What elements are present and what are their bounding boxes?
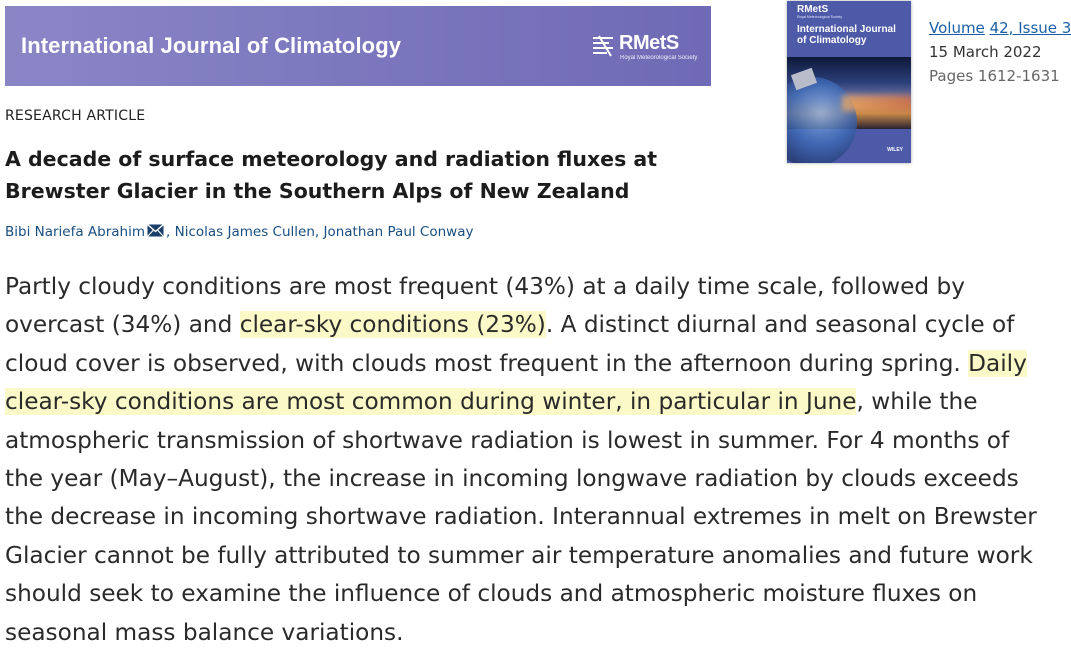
author-separator: , (166, 224, 175, 240)
cover-artwork (787, 57, 911, 163)
abstract-line: seasonal mass balance variations. (5, 618, 404, 646)
abstract-line: the year (May–August), the increase in i… (5, 464, 1019, 492)
highlighted-text: Daily (968, 349, 1027, 377)
abstract-line: the decrease in incoming shortwave radia… (5, 503, 1037, 531)
author-link-1[interactable]: Bibi Nariefa Abrahim (5, 224, 146, 240)
issue-date: 15 March 2022 (929, 43, 1042, 61)
cover-logo-text: RMetS (797, 4, 829, 15)
author-link-2[interactable]: Nicolas James Cullen (174, 224, 315, 240)
abstract-text: Partly cloudy conditions are most freque… (5, 268, 1067, 652)
author-separator: , (314, 224, 324, 240)
article-title-line-1: A decade of surface meteorology and radi… (5, 147, 658, 171)
abstract-line: cloud cover is observed, with clouds mos… (5, 345, 1067, 383)
journal-title[interactable]: International Journal of Climatology (21, 33, 402, 58)
abstract-fragment: cloud cover is observed, with clouds mos… (5, 349, 969, 377)
earth-graphic (787, 77, 857, 163)
envelope-icon[interactable] (147, 224, 164, 237)
article-title: A decade of surface meteorology and radi… (5, 143, 765, 207)
abstract-line: Glacier cannot be fully attributed to su… (5, 541, 1033, 569)
cover-title: International Journal of Climatology (797, 24, 896, 46)
abstract-fragment: . A distinct diurnal and seasonal cycle … (545, 311, 1015, 339)
abstract-line: overcast (34%) and clear-sky conditions … (5, 306, 1067, 344)
abstract-fragment: overcast (34%) and (5, 311, 240, 339)
issue-link[interactable]: 42, Issue 3 (989, 19, 1071, 37)
article-type: RESEARCH ARTICLE (5, 108, 146, 124)
volume-issue-line: Volume 42, Issue 3 (929, 16, 1071, 40)
rmets-logo-icon (593, 35, 613, 57)
abstract-fragment: , while the (856, 388, 978, 416)
rmets-logo[interactable]: RMetS Royal Meteorological Society (591, 32, 701, 66)
highlighted-text: clear-sky conditions (23%) (239, 311, 546, 339)
journal-banner[interactable]: International Journal of Climatology RMe… (5, 6, 711, 86)
rmets-logo-text: RMetS (619, 32, 679, 54)
rmets-logo-subtext: Royal Meteorological Society (620, 55, 698, 61)
highlighted-text: clear-sky conditions are most common dur… (5, 388, 857, 416)
abstract-line: should seek to examine the influence of … (5, 580, 978, 608)
journal-cover-image[interactable]: RMetS Royal Meteorological Society Inter… (787, 1, 911, 163)
cover-publisher: WILEY (887, 147, 903, 153)
issue-info: Volume 42, Issue 3 15 March 2022 Pages 1… (929, 16, 1071, 88)
abstract-line: atmospheric transmission of shortwave ra… (5, 426, 1010, 454)
sunset-glow-graphic (842, 95, 911, 111)
author-link-3[interactable]: Jonathan Paul Conway (323, 224, 474, 240)
abstract-line: clear-sky conditions are most common dur… (5, 383, 1067, 421)
volume-link[interactable]: Volume (929, 19, 985, 37)
cover-logo-subtext: Royal Meteorological Society (797, 15, 843, 19)
abstract-line: Partly cloudy conditions are most freque… (5, 273, 965, 300)
article-title-line-2: Brewster Glacier in the Southern Alps of… (5, 179, 630, 203)
author-list: Bibi Nariefa Abrahim, Nicolas James Cull… (5, 224, 473, 240)
issue-pages: Pages 1612-1631 (929, 67, 1060, 85)
